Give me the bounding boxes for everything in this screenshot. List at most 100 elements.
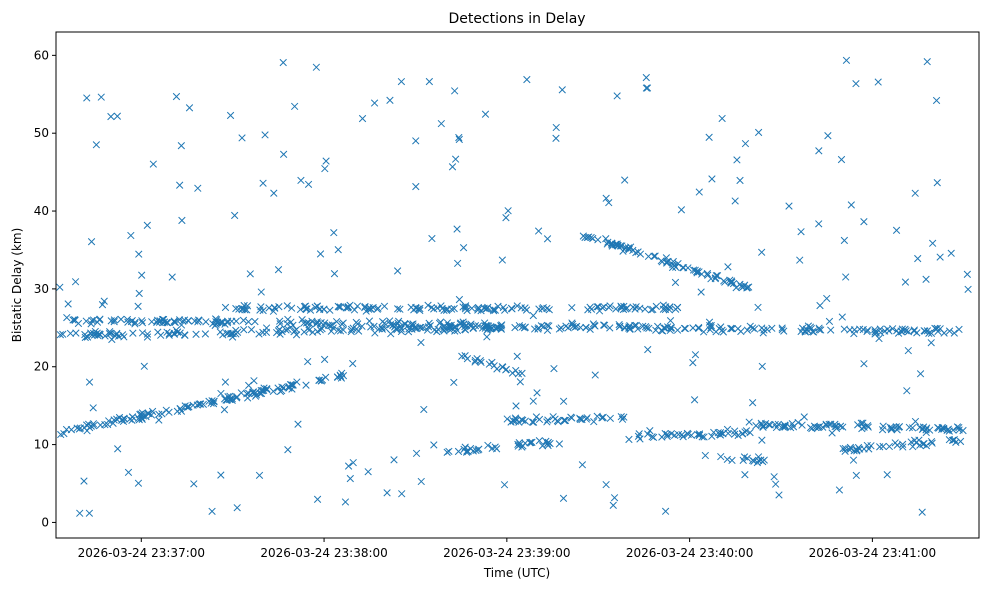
data-point	[815, 147, 823, 155]
data-point	[437, 302, 445, 310]
data-point	[488, 358, 496, 367]
data-point	[313, 495, 322, 503]
data-point	[613, 92, 621, 100]
data-point	[338, 320, 346, 328]
data-point	[658, 327, 667, 335]
data-point	[530, 325, 539, 333]
data-point	[509, 417, 518, 425]
data-point	[454, 447, 463, 456]
data-point	[808, 424, 816, 433]
data-point	[620, 302, 628, 311]
data-point	[489, 305, 497, 314]
data-point	[691, 351, 700, 359]
data-point	[887, 425, 896, 434]
data-point	[358, 322, 366, 330]
data-point	[172, 326, 180, 334]
data-point	[341, 498, 350, 506]
data-point	[361, 302, 369, 311]
data-point	[387, 330, 395, 338]
data-point	[538, 442, 547, 450]
data-point	[279, 150, 288, 158]
data-point	[250, 377, 258, 385]
data-point	[841, 444, 849, 453]
data-point	[460, 445, 468, 453]
data-point	[217, 389, 225, 398]
data-point	[269, 307, 278, 315]
data-point	[185, 403, 193, 411]
data-point	[520, 324, 529, 332]
data-point	[550, 364, 558, 373]
data-point	[928, 439, 936, 447]
data-point	[748, 324, 757, 332]
data-point	[632, 303, 640, 311]
data-point	[316, 250, 325, 258]
data-point	[711, 274, 720, 282]
data-point	[836, 422, 845, 430]
data-point	[600, 321, 609, 329]
data-point	[228, 395, 236, 403]
data-point	[822, 421, 830, 429]
data-point	[689, 359, 697, 367]
data-point	[752, 422, 760, 430]
data-point	[401, 320, 409, 328]
data-point	[223, 319, 232, 327]
data-point	[838, 313, 846, 321]
data-point	[700, 433, 708, 441]
data-point	[442, 306, 451, 314]
data-point	[933, 179, 941, 187]
data-point	[282, 326, 290, 334]
data-point	[719, 328, 728, 336]
data-point	[644, 430, 652, 438]
data-point	[420, 405, 428, 414]
data-point	[578, 461, 587, 469]
data-point	[321, 319, 329, 327]
data-point	[606, 414, 614, 423]
data-point	[484, 303, 492, 312]
data-point	[311, 303, 319, 311]
data-point	[545, 306, 553, 314]
data-point	[619, 305, 628, 314]
data-point	[678, 431, 686, 439]
data-point	[371, 329, 379, 337]
y-axis-label: Bistatic Delay (km)	[10, 228, 24, 343]
data-point	[743, 326, 752, 334]
data-point	[108, 335, 116, 344]
data-point	[113, 112, 122, 120]
data-point	[511, 323, 519, 332]
data-point	[766, 421, 774, 429]
data-point	[396, 305, 404, 313]
data-point	[170, 330, 179, 338]
data-point	[459, 303, 467, 311]
data-point	[610, 494, 619, 502]
data-point	[788, 420, 796, 428]
data-point	[892, 226, 901, 234]
data-point	[552, 134, 560, 142]
data-point	[416, 304, 424, 313]
data-point	[395, 317, 403, 325]
data-point	[881, 327, 889, 335]
data-point	[922, 275, 930, 283]
data-point	[827, 420, 835, 428]
data-point	[650, 252, 658, 260]
data-point	[555, 440, 564, 448]
data-point	[286, 380, 295, 389]
data-point	[220, 406, 229, 414]
data-point	[728, 456, 736, 465]
data-point	[839, 423, 847, 431]
data-point	[124, 468, 133, 477]
data-point	[733, 156, 741, 164]
data-point	[558, 86, 566, 94]
data-point	[591, 371, 599, 379]
data-point	[455, 135, 463, 144]
data-point	[582, 324, 590, 332]
data-point	[625, 435, 633, 444]
data-point	[397, 327, 406, 336]
data-point	[955, 426, 963, 434]
data-point	[394, 305, 402, 313]
data-point	[507, 304, 516, 312]
data-point	[430, 326, 439, 334]
data-point	[903, 387, 911, 395]
data-point	[883, 471, 891, 479]
data-point	[181, 331, 189, 339]
data-point	[192, 330, 200, 338]
